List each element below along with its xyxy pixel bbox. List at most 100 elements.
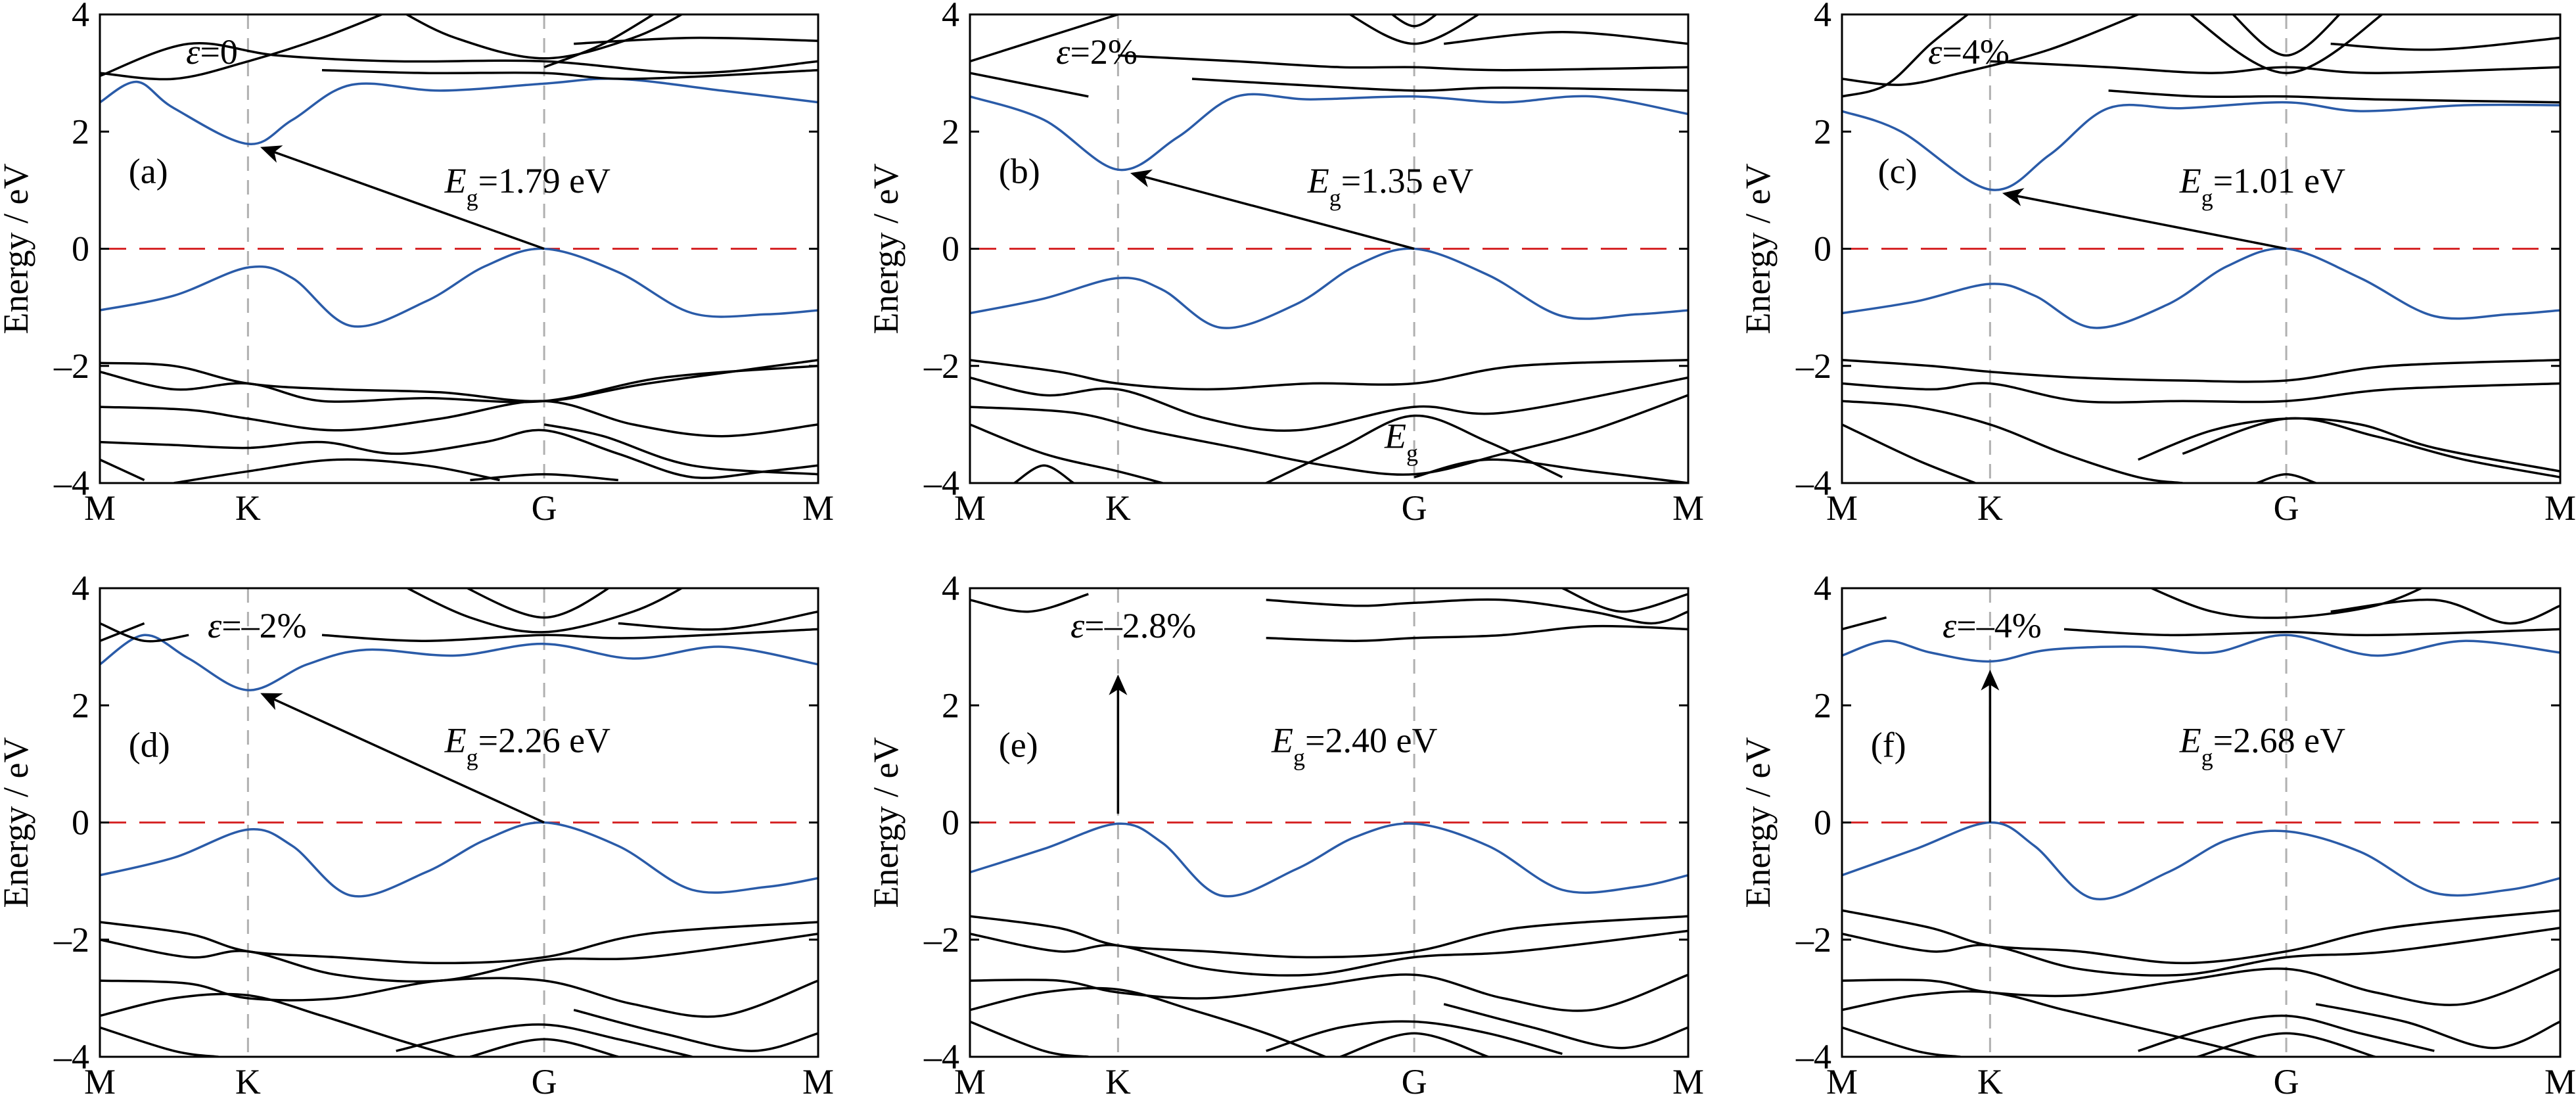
transition-arrow [260, 145, 545, 250]
y-tick-label: –2 [53, 346, 89, 386]
strain-label: ε=–2.8% [1070, 606, 1196, 645]
transition-arrow [2002, 188, 2287, 250]
band-line [404, 14, 684, 60]
band-line [1842, 400, 2183, 483]
band-line [2188, 14, 2384, 74]
x-tick-label: M [802, 488, 834, 528]
band-line [100, 458, 145, 482]
band-line [1842, 909, 2560, 965]
band-line [100, 14, 385, 81]
x-tick-label: K [235, 488, 261, 528]
band-line [2330, 36, 2560, 51]
panel-label: (e) [999, 726, 1038, 765]
band-line [1348, 14, 1481, 45]
band-line [1443, 1003, 1688, 1050]
strain-label: ε=–2% [208, 606, 307, 645]
y-tick-label: –2 [53, 920, 89, 960]
band-line [1842, 382, 2560, 404]
band-line [396, 1023, 693, 1057]
band-line [469, 1038, 619, 1057]
bands [1842, 588, 2560, 1057]
transition-arrow [260, 693, 545, 824]
band-line [1266, 1020, 1563, 1055]
x-tick-label: M [2544, 1062, 2576, 1101]
band-line [573, 1009, 818, 1052]
band-line [2138, 417, 2560, 473]
band-gap-label: Eg=1.01 eV [2179, 161, 2345, 211]
bands [970, 588, 1688, 1057]
band-gap-label: Eg=2.40 eV [1271, 721, 1437, 771]
band-line [1842, 967, 2560, 1006]
y-tick-label: 2 [942, 112, 959, 151]
bands [100, 588, 818, 1057]
panel-label: (d) [129, 726, 170, 765]
cbm-line [100, 77, 818, 145]
y-tick-label: –2 [923, 346, 959, 386]
band-line [970, 72, 1089, 98]
panel-a: –4 –2 0 2 4 M K G M Energy / eV ε=0 (a) Eg=1.79 eV [0, 0, 834, 528]
vbm-line [100, 247, 818, 328]
panel-label: (b) [999, 152, 1040, 191]
y-tick-label: 0 [942, 803, 959, 843]
y-tick-label: 2 [72, 112, 89, 151]
band-line [1842, 927, 2560, 977]
y-axis-label: Energy / eV [1738, 737, 1778, 908]
band-line [1266, 624, 1688, 642]
y-tick-label: –2 [923, 920, 959, 960]
band-line [470, 473, 618, 482]
band-line [100, 359, 818, 403]
band-line [321, 628, 818, 642]
cbm-line [1842, 101, 2560, 191]
band-line [1013, 464, 1074, 483]
y-tick-label: 0 [942, 229, 959, 269]
vbm-line [970, 247, 1688, 329]
band-line [970, 973, 1688, 1012]
x-tick-label: M [1826, 488, 1858, 528]
band-gap-label: Eg=1.35 eV [1307, 161, 1473, 211]
y-tick-label: –4 [923, 463, 959, 503]
x-tick-label: K [235, 1062, 261, 1101]
bands [970, 14, 1688, 483]
band-line [1339, 1032, 1489, 1057]
band-line [543, 423, 818, 476]
band-line [1414, 458, 1688, 483]
strain-label: ε=4% [1928, 32, 2010, 72]
y-tick-label: –2 [1795, 346, 1831, 386]
x-tick-label: K [1977, 488, 2003, 528]
band-line [1191, 78, 1688, 92]
band-line [465, 588, 611, 619]
band-line [173, 458, 500, 483]
y-tick-label: 4 [72, 568, 89, 608]
band-line [970, 376, 1688, 432]
band-line [100, 921, 818, 965]
band-line [2231, 14, 2341, 57]
y-tick-label: 4 [72, 0, 89, 34]
y-axis-label: Energy / eV [0, 737, 35, 908]
x-tick-label: G [532, 488, 557, 528]
band-line [405, 588, 684, 634]
band-line [100, 42, 818, 78]
band-line [2197, 1032, 2376, 1057]
y-tick-label: 2 [1814, 112, 1831, 151]
panel-c: –4 –2 0 2 4 M K G M Energy / eV ε=4% (c) Eg=1.01 eV [1738, 0, 2576, 528]
x-tick-label: G [532, 1062, 557, 1101]
y-tick-label: 0 [72, 229, 89, 269]
y-tick-label: 4 [1814, 0, 1831, 34]
band-line [2148, 588, 2424, 619]
band-line [1561, 588, 1688, 613]
cbm-line [100, 634, 818, 691]
band-line [2182, 417, 2560, 478]
x-tick-label: G [2274, 488, 2299, 528]
vbm-line [1842, 821, 2560, 901]
strain-label: ε=0 [186, 32, 238, 72]
y-tick-label: 4 [942, 0, 959, 34]
band-line [100, 400, 818, 438]
y-tick-label: 0 [1814, 803, 1831, 843]
vbm-line [970, 822, 1688, 898]
y-tick-label: 0 [72, 803, 89, 843]
band-line [2330, 598, 2560, 625]
band-line [970, 1020, 1089, 1057]
cbm-line [970, 93, 1688, 172]
x-tick-label: K [1977, 1062, 2003, 1101]
strain-label: ε=–4% [1943, 606, 2042, 645]
